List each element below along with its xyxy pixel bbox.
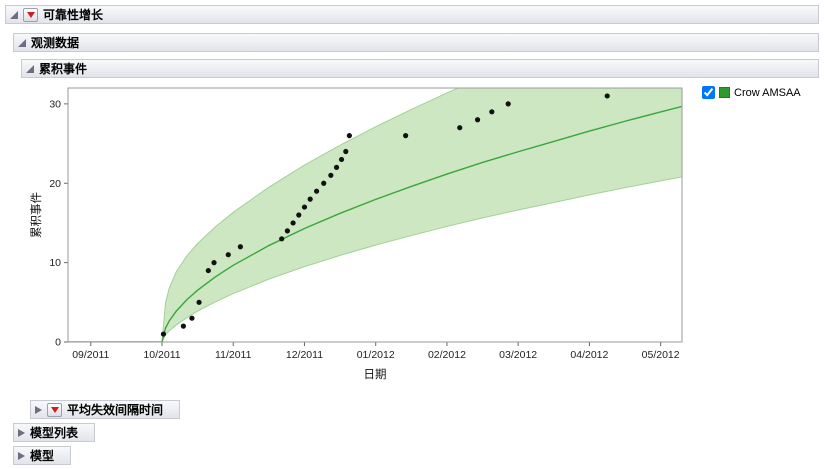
legend-label-crow-amsaa: Crow AMSAA [734,86,801,99]
data-point [505,101,511,107]
data-point [189,315,195,321]
svg-text:01/2012: 01/2012 [357,349,395,361]
data-point [160,331,167,337]
data-point [338,156,345,163]
legend-checkbox-crow-amsaa[interactable] [702,86,715,99]
data-point [196,299,202,305]
svg-text:09/2011: 09/2011 [72,349,109,361]
outline-header-cumulative-events[interactable]: 累积事件 [21,59,819,78]
data-point [403,133,409,139]
x-axis-label: 日期 [364,368,387,381]
outline-header-model-list[interactable]: 模型列表 [13,423,96,442]
data-point [604,93,610,99]
outline-title-cumulative-events: 累积事件 [39,62,88,76]
legend-swatch-crow-amsaa [719,87,730,98]
svg-text:20: 20 [49,178,61,190]
x-axis-ticks: 09/2011 10/2011 11/2011 12/2011 01/2012 02/20… [72,342,680,361]
data-point [180,323,186,329]
data-point [346,133,352,139]
red-triangle-menu-button[interactable] [23,7,38,22]
disclosure-open-icon[interactable] [18,38,26,47]
data-point [225,252,231,258]
data-point [328,172,334,178]
svg-text:30: 30 [49,98,61,110]
outline-header-reliability-growth[interactable]: 可靠性增长 [5,5,819,24]
outline-title-mtbf: 平均失效间隔时间 [67,403,164,417]
cumulative-events-plot[interactable]: 09/2011 10/2011 11/2011 12/2011 01/2012 02/20… [28,82,696,394]
svg-text:0: 0 [55,337,61,349]
data-point [205,267,211,274]
svg-text:03/2012: 03/2012 [499,349,537,361]
disclosure-closed-icon[interactable] [35,405,42,414]
svg-text:10: 10 [49,257,61,269]
data-point [474,117,481,123]
data-point [301,204,308,210]
scatter-points [160,93,610,337]
data-point [284,228,290,234]
disclosure-open-icon[interactable] [10,10,18,19]
data-point [489,109,495,115]
plot-area [68,88,682,342]
data-point [296,212,302,218]
outline-title-model-list: 模型列表 [30,426,79,440]
svg-text:12/2011: 12/2011 [286,349,323,361]
data-point [457,125,463,131]
y-axis-ticks: 0 10 20 30 [49,98,68,349]
confidence-band [162,88,682,342]
outline-title-models: 模型 [30,449,55,463]
svg-text:05/2012: 05/2012 [642,349,680,361]
svg-text:04/2012: 04/2012 [570,349,608,361]
confidence-band-lower-edge [161,176,682,342]
data-point [343,148,349,155]
data-point [279,236,285,242]
data-point [307,196,313,202]
data-point [211,260,217,266]
outline-header-observed-data[interactable]: 观测数据 [13,33,819,52]
disclosure-closed-icon[interactable] [18,451,25,460]
disclosure-open-icon[interactable] [26,64,34,73]
svg-text:02/2012: 02/2012 [428,349,466,361]
data-point [333,164,340,170]
red-triangle-icon [50,406,59,413]
red-triangle-menu-button[interactable] [47,402,62,417]
outline-title-reliability-growth: 可靠性增长 [43,8,104,22]
y-axis-label: 累积事件 [29,192,43,238]
plot-border [67,87,683,343]
data-point [290,220,296,226]
cumulative-events-chart-region: 09/2011 10/2011 11/2011 12/2011 01/2012 02/20… [28,82,824,394]
outline-title-observed-data: 观测数据 [31,36,80,50]
confidence-band-upper-edge [161,88,460,342]
disclosure-closed-icon[interactable] [18,428,25,437]
outline-header-mtbf[interactable]: 平均失效间隔时间 [30,400,181,419]
fit-line [68,105,682,342]
data-point [237,244,243,250]
data-point [313,188,320,194]
svg-text:10/2011: 10/2011 [143,349,180,361]
legend-crow-amsaa: Crow AMSAA [702,86,801,99]
red-triangle-icon [26,11,35,18]
svg-text:11/2011: 11/2011 [215,349,252,361]
outline-header-models[interactable]: 模型 [13,446,72,465]
data-point [321,180,327,186]
